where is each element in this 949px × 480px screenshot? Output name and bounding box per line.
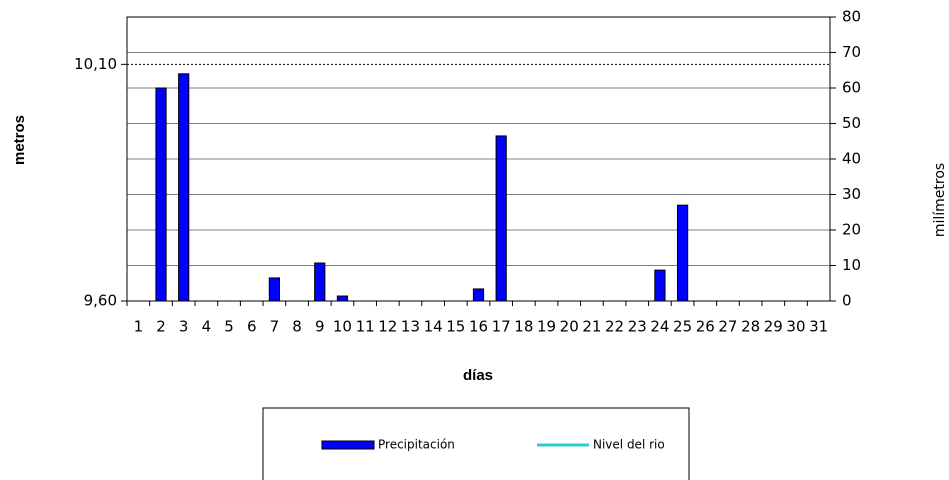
x-tick-label: 10 <box>333 318 352 336</box>
x-tick-label: 4 <box>202 318 212 336</box>
bar <box>495 135 507 302</box>
x-tick-label: 24 <box>650 318 669 336</box>
bar <box>178 73 190 302</box>
x-tick-label: 2 <box>156 318 166 336</box>
x-tick-label: 14 <box>424 318 443 336</box>
bar <box>472 288 485 302</box>
bar <box>314 262 326 302</box>
x-tick-label: 27 <box>718 318 737 336</box>
bar <box>155 87 167 302</box>
y2-tick-label: 50 <box>842 114 861 132</box>
y2-tick-label: 70 <box>842 43 861 61</box>
bar <box>268 277 281 302</box>
x-tick-label: 29 <box>764 318 783 336</box>
x-tick-label: 11 <box>356 318 375 336</box>
bar <box>676 204 689 302</box>
y-tick-label: 10,10 <box>74 55 117 73</box>
legend-swatch <box>321 440 375 450</box>
bar <box>654 269 666 302</box>
x-tick-label: 26 <box>696 318 715 336</box>
legend-label: Precipitación <box>378 438 455 452</box>
x-tick-label: 8 <box>292 318 302 336</box>
x-tick-label: 7 <box>270 318 280 336</box>
y2-tick-label: 10 <box>842 256 861 274</box>
legend-label: Nivel del rio <box>593 438 665 452</box>
x-tick-label: 3 <box>179 318 189 336</box>
y2-tick-label: 30 <box>842 185 861 203</box>
x-tick-label: 13 <box>401 318 420 336</box>
x-tick-label: 19 <box>537 318 556 336</box>
x-tick-label: 22 <box>605 318 624 336</box>
x-tick-label: 28 <box>741 318 760 336</box>
x-tick-label: 21 <box>582 318 601 336</box>
y2-axis-label: milímetros <box>932 163 948 237</box>
x-tick-label: 23 <box>628 318 647 336</box>
x-axis-label: días <box>463 367 493 384</box>
x-tick-label: 16 <box>469 318 488 336</box>
x-tick-label: 15 <box>446 318 465 336</box>
x-tick-label: 12 <box>378 318 397 336</box>
y2-tick-label: 40 <box>842 150 861 168</box>
x-tick-label: 18 <box>514 318 533 336</box>
x-tick-label: 1 <box>134 318 144 336</box>
x-tick-label: 30 <box>786 318 805 336</box>
y-axis-label: metros <box>11 115 28 165</box>
x-tick-label: 5 <box>224 318 234 336</box>
x-tick-label: 9 <box>315 318 325 336</box>
y2-tick-label: 0 <box>842 292 852 310</box>
bar <box>336 295 349 302</box>
y2-tick-label: 20 <box>842 221 861 239</box>
y2-tick-label: 60 <box>842 79 861 97</box>
x-tick-label: 20 <box>560 318 579 336</box>
x-tick-label: 31 <box>809 318 828 336</box>
y-tick-label: 9,60 <box>84 292 117 310</box>
x-tick-label: 17 <box>492 318 511 336</box>
x-tick-label: 25 <box>673 318 692 336</box>
x-tick-label: 6 <box>247 318 257 336</box>
y2-tick-label: 80 <box>842 8 861 26</box>
